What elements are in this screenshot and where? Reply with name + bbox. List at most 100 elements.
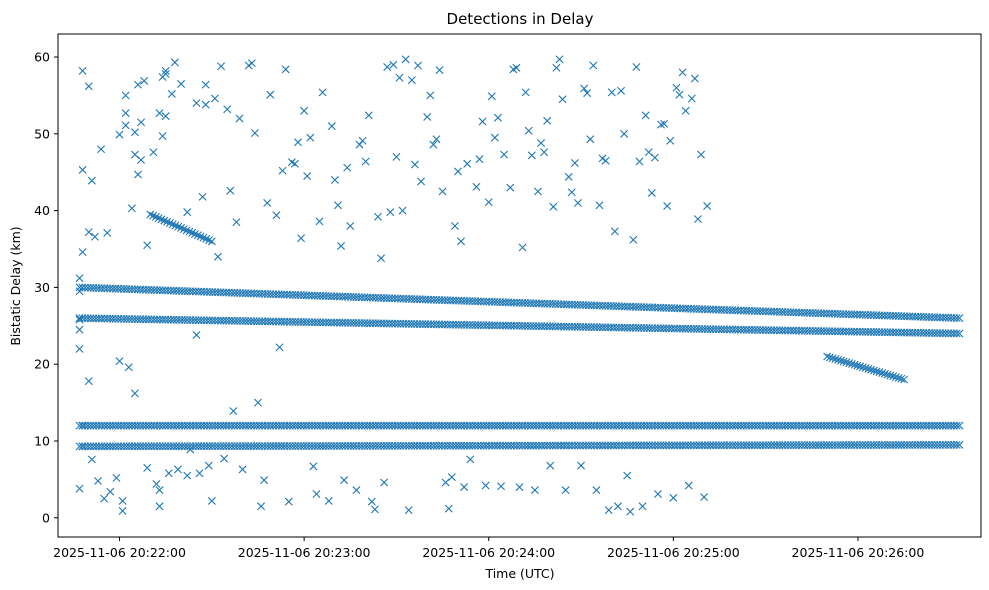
data-point (121, 109, 130, 118)
y-tick-label: 40 (34, 203, 50, 218)
data-point (613, 502, 622, 511)
data-point (340, 476, 349, 485)
data-point (275, 343, 284, 352)
data-point (78, 248, 87, 257)
data-point (192, 99, 201, 108)
data-point (617, 86, 626, 95)
data-point (466, 455, 475, 464)
data-point (693, 215, 702, 224)
data-point (143, 241, 152, 250)
data-point (952, 314, 961, 323)
data-point (663, 202, 672, 211)
data-point (250, 129, 259, 138)
data-point (177, 79, 186, 88)
data-point (891, 373, 900, 382)
data-point (564, 172, 573, 181)
data-point (847, 359, 856, 368)
data-point (607, 88, 616, 97)
data-point (875, 368, 884, 377)
data-point (952, 329, 961, 338)
data-point (358, 136, 367, 145)
data-point (823, 352, 832, 361)
data-point (894, 373, 903, 382)
data-point (828, 354, 837, 363)
data-point (577, 461, 586, 470)
data-point (955, 421, 964, 430)
data-point (318, 88, 327, 97)
data-point (170, 58, 179, 67)
data-point (697, 150, 706, 159)
data-point (589, 61, 598, 70)
data-point (475, 155, 484, 164)
data-point (484, 198, 493, 207)
data-point (202, 234, 211, 243)
data-point (644, 148, 653, 157)
data-point (281, 65, 290, 74)
x-tick-label: 2025-11-06 20:25:00 (607, 545, 740, 560)
data-point (447, 473, 456, 482)
data-point (955, 329, 964, 338)
data-point (204, 461, 213, 470)
data-point (423, 112, 432, 121)
data-point (370, 505, 379, 514)
data-point (90, 232, 99, 241)
data-point (158, 132, 167, 141)
data-point (367, 497, 376, 506)
y-tick-label: 50 (34, 126, 50, 141)
data-point (207, 496, 216, 505)
data-point (955, 314, 964, 323)
data-point (856, 362, 865, 371)
data-point (864, 364, 873, 373)
data-point (573, 198, 582, 207)
data-point (478, 117, 487, 126)
data-point (684, 481, 693, 490)
data-point (955, 440, 964, 449)
x-axis-label: Time (UTC) (484, 566, 554, 581)
data-point (460, 483, 469, 492)
data-point (410, 160, 419, 169)
data-point (223, 105, 232, 114)
data-point (232, 218, 241, 227)
data-point (327, 122, 336, 131)
data-point (155, 109, 164, 118)
data-point (127, 204, 136, 213)
data-point (333, 201, 342, 210)
data-point (687, 94, 696, 103)
data-point (192, 331, 201, 340)
data-point (160, 216, 169, 225)
data-point (567, 188, 576, 197)
data-point (152, 480, 161, 489)
data-point (84, 228, 93, 237)
data-point (831, 355, 840, 363)
data-point (450, 221, 459, 230)
data-point (196, 232, 205, 241)
data-point (883, 370, 892, 379)
data-point (134, 170, 142, 179)
data-point (188, 228, 197, 237)
data-point (193, 231, 202, 240)
data-point (681, 106, 690, 115)
data-point (395, 73, 404, 82)
data-point (521, 88, 530, 97)
data-point (182, 226, 191, 235)
data-point (297, 234, 306, 243)
data-point (444, 504, 453, 513)
data-point (377, 254, 386, 263)
data-point (154, 214, 163, 223)
data-point (207, 237, 216, 246)
data-point (407, 76, 416, 85)
data-point (263, 198, 272, 207)
data-point (100, 494, 109, 503)
data-point (140, 76, 149, 85)
data-point (199, 233, 208, 242)
data-point (512, 63, 521, 72)
data-point (660, 119, 669, 128)
y-axis: 0 10 20 30 40 50 60 (34, 50, 58, 525)
data-point (343, 163, 352, 172)
data-point (149, 211, 158, 220)
data-point (205, 236, 214, 245)
data-point (112, 473, 121, 482)
data-point (392, 152, 401, 161)
data-point (253, 398, 262, 407)
data-point (570, 159, 579, 168)
